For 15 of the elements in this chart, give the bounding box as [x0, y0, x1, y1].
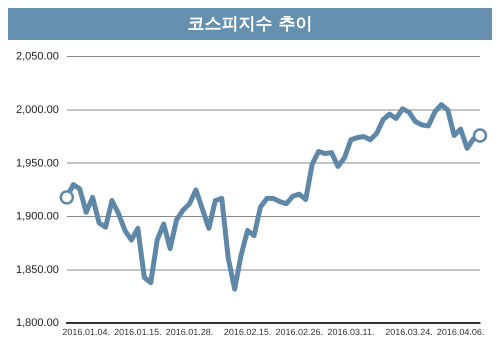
x-tick-label: 2016.03.24.: [385, 327, 433, 338]
x-tick-label: 2016.01.15.: [114, 327, 162, 338]
x-tick-label: 2016.03.11.: [327, 327, 374, 338]
x-tick-label: 2016.01.28.: [166, 327, 214, 338]
y-tick-label: 2,050.00: [16, 50, 59, 63]
y-tick-label: 1,950.00: [16, 157, 59, 170]
x-tick-label: 2016.04.06.: [436, 327, 484, 338]
x-tick-label: 2016.01.04.: [62, 327, 110, 338]
x-tick-label: 2016.02.15.: [224, 327, 272, 338]
x-tick-label: 2016.02.26.: [275, 327, 324, 338]
y-tick-label: 2,000.00: [16, 104, 59, 116]
y-tick-label: 1,850.00: [16, 264, 59, 276]
y-tick-label: 1,800.00: [16, 317, 59, 330]
y-tick-label: 1,900.00: [16, 210, 59, 223]
chart-title: 코스피지수 추이: [8, 8, 492, 40]
